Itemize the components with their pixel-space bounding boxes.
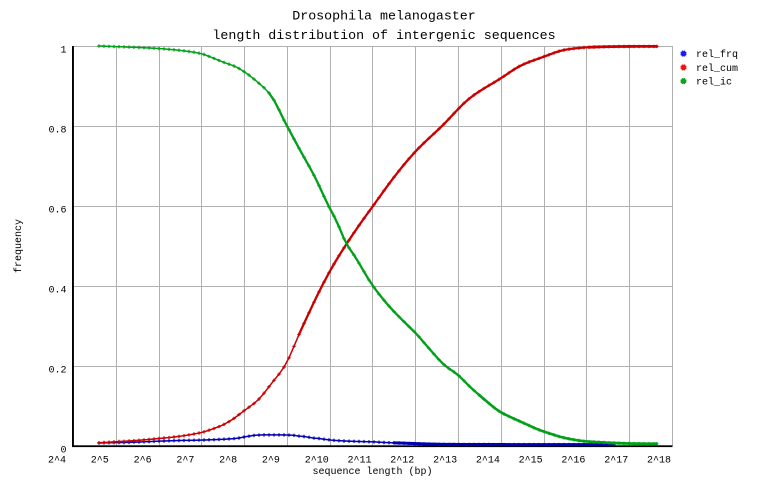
svg-text:0.4: 0.4 bbox=[48, 286, 66, 297]
svg-text:2^11: 2^11 bbox=[348, 456, 372, 467]
svg-text:2^6: 2^6 bbox=[134, 456, 152, 467]
svg-text:Drosophila melanogaster: Drosophila melanogaster bbox=[292, 9, 476, 24]
svg-text:0.6: 0.6 bbox=[48, 206, 66, 217]
svg-text:0.8: 0.8 bbox=[48, 126, 66, 137]
svg-text:2^17: 2^17 bbox=[604, 456, 628, 467]
svg-text:2^18: 2^18 bbox=[647, 456, 671, 467]
svg-text:2^4: 2^4 bbox=[48, 456, 66, 467]
svg-text:sequence length (bp): sequence length (bp) bbox=[312, 466, 432, 478]
svg-text:0: 0 bbox=[60, 446, 66, 457]
svg-text:2^14: 2^14 bbox=[476, 456, 500, 467]
svg-text:length distribution of interge: length distribution of intergenic sequen… bbox=[212, 28, 555, 43]
svg-text:2^15: 2^15 bbox=[519, 456, 543, 467]
svg-text:2^16: 2^16 bbox=[561, 456, 585, 467]
svg-text:2^10: 2^10 bbox=[305, 456, 329, 467]
svg-text:2^5: 2^5 bbox=[91, 456, 109, 467]
svg-text:rel_frq: rel_frq bbox=[696, 49, 738, 61]
svg-text:2^9: 2^9 bbox=[262, 456, 280, 467]
svg-text:frequency: frequency bbox=[13, 219, 25, 273]
svg-text:2^13: 2^13 bbox=[433, 456, 457, 467]
svg-text:2^8: 2^8 bbox=[219, 456, 237, 467]
svg-text:rel_cum: rel_cum bbox=[696, 63, 738, 75]
svg-text:0.2: 0.2 bbox=[48, 366, 66, 377]
svg-text:rel_ic: rel_ic bbox=[696, 77, 732, 89]
svg-text:2^7: 2^7 bbox=[176, 456, 194, 467]
svg-text:2^12: 2^12 bbox=[390, 456, 414, 467]
svg-text:1: 1 bbox=[60, 46, 66, 57]
